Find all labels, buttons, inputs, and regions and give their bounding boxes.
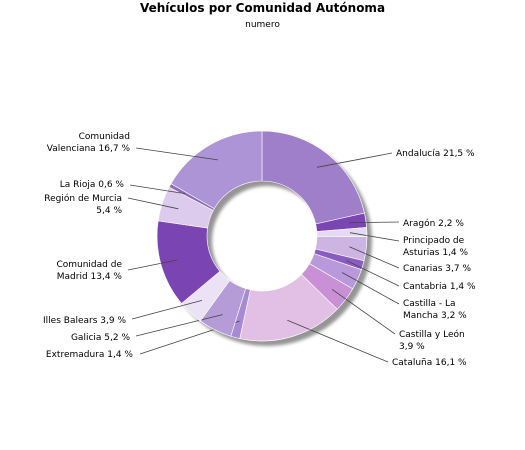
leader-line-comunidad-de-madrid <box>127 259 178 271</box>
leader-line-cantabria <box>346 260 400 287</box>
slice-label-cataluna: Cataluña 16,1 % <box>392 358 467 368</box>
leader-line-castilla-y-leon <box>331 288 396 335</box>
chart-subtitle: numero <box>245 20 280 30</box>
leader-line-principado-de-asturias <box>349 232 400 242</box>
slice-label-canarias: Canarias 3,7 % <box>403 264 471 274</box>
slice-label-andalucia: Andalucía 21,5 % <box>396 149 475 159</box>
leader-line-la-rioja <box>129 184 185 195</box>
slice-label-illes-balears: Illes Balears 3,9 % <box>43 316 126 326</box>
slice-label-comunidad-de-madrid: Comunidad de Madrid 13,4 % <box>56 260 122 282</box>
leader-line-galicia <box>135 314 223 337</box>
slice-label-la-rioja: La Rioja 0,6 % <box>60 180 125 190</box>
slice-label-galicia: Galicia 5,2 % <box>71 333 130 343</box>
donut-rim <box>156 130 368 342</box>
leader-line-region-de-murcia <box>127 197 179 210</box>
slice-label-region-de-murcia: Región de Murcia 5,4 % <box>44 193 122 216</box>
leader-line-aragon <box>348 221 400 224</box>
leader-line-cataluna <box>287 319 389 363</box>
chart-title: Vehículos por Comunidad Autónoma <box>139 1 386 15</box>
slice-label-principado-de-asturias: Principado de Asturias 1,4 % <box>403 236 469 258</box>
slice-label-castilla-y-leon: Castilla y León 3,9 % <box>399 329 465 352</box>
slice-label-castilla-la-mancha: Castilla - La Mancha 3,2 % <box>403 299 467 321</box>
slice-label-extremadura: Extremadura 1,4 % <box>46 350 134 360</box>
leader-line-comunidad-valenciana <box>135 147 218 161</box>
leader-line-castilla-la-mancha <box>341 272 400 305</box>
leader-line-canarias <box>349 246 400 269</box>
leader-line-andalucia <box>316 152 393 168</box>
slice-label-cantabria: Cantabria 1,4 % <box>403 282 476 292</box>
slice-label-comunidad-valenciana: Comunidad Valenciana 16,7 % <box>47 132 131 154</box>
leader-line-illes-balears <box>131 299 203 320</box>
slice-label-aragon: Aragón 2,2 % <box>403 218 464 229</box>
